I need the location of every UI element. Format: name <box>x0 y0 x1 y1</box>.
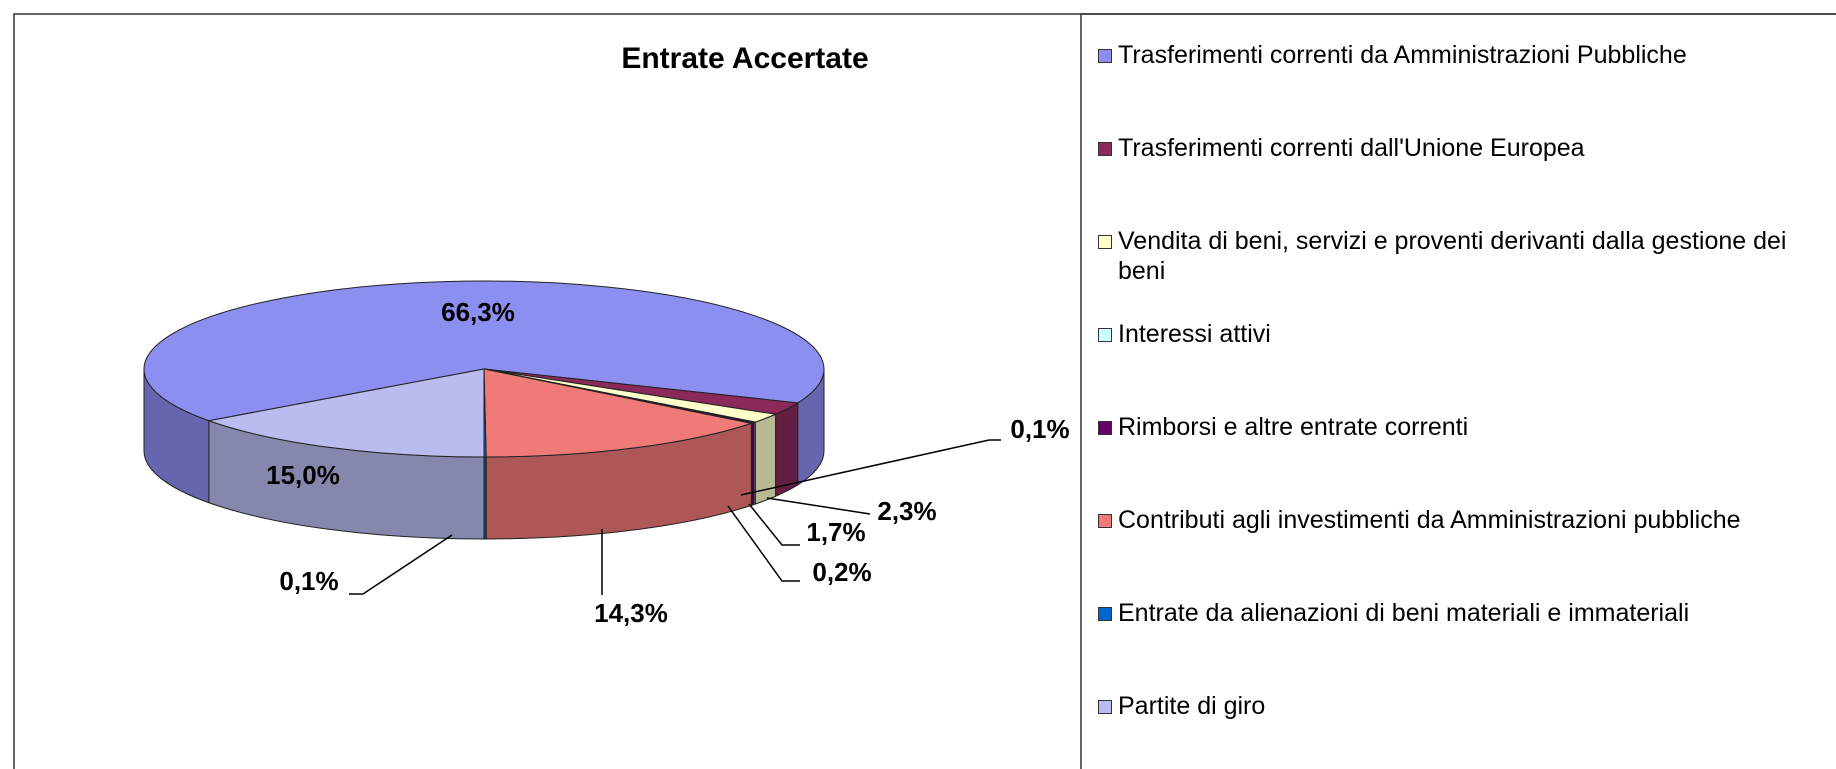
legend-entry: Contributi agli investimenti da Amminist… <box>1098 505 1830 535</box>
chart-frame <box>13 13 1836 769</box>
legend-entry: Entrate da alienazioni di beni materiali… <box>1098 598 1830 628</box>
legend-entry: Trasferimenti correnti da Amministrazion… <box>1098 40 1830 70</box>
chart-title: Entrate Accertate <box>621 42 868 75</box>
data-label: 66,3% <box>441 297 515 327</box>
data-label: 2,3% <box>877 496 936 526</box>
leader-line <box>748 503 800 546</box>
legend-swatch <box>1098 700 1112 714</box>
data-label: 14,3% <box>594 598 668 628</box>
data-label: 15,0% <box>266 460 340 490</box>
leader-line <box>727 505 800 582</box>
data-label: 1,7% <box>806 517 865 547</box>
legend-label: Interessi attivi <box>1118 320 1271 348</box>
legend-label: Contributi agli investimenti da Amminist… <box>1118 506 1741 534</box>
pie-sides <box>143 368 825 540</box>
data-label: 0,1% <box>1010 414 1069 444</box>
legend-label: Vendita di beni, servizi e proventi deri… <box>1118 227 1787 285</box>
legend-label: Entrate da alienazioni di beni materiali… <box>1118 599 1690 627</box>
legend: Trasferimenti correnti da Amministrazion… <box>1082 15 1834 769</box>
legend-label: Trasferimenti correnti da Amministrazion… <box>1118 41 1687 69</box>
legend-entry: Partite di giro <box>1098 691 1830 721</box>
legend-swatch <box>1098 607 1112 621</box>
leader-line <box>766 497 871 515</box>
pie-slice <box>483 368 754 458</box>
legend-label: Partite di giro <box>1118 692 1266 720</box>
leader-line <box>740 439 1001 496</box>
legend-swatch <box>1098 328 1112 342</box>
legend-swatch <box>1098 49 1112 63</box>
pie-slice <box>207 368 485 458</box>
legend-label: Rimborsi e altre entrate correnti <box>1118 413 1469 441</box>
legend-frame <box>1080 13 1836 769</box>
legend-label: Trasferimenti correnti dall'Unione Europ… <box>1118 134 1585 162</box>
legend-swatch <box>1098 421 1112 435</box>
leader-line <box>349 534 453 595</box>
legend-swatch <box>1098 235 1112 249</box>
legend-swatch <box>1098 142 1112 156</box>
legend-swatch <box>1098 514 1112 528</box>
slice-side <box>775 402 799 498</box>
data-label: 0,2% <box>812 557 871 587</box>
legend-entry: Trasferimenti correnti dall'Unione Europ… <box>1098 133 1830 163</box>
legend-entry: Interessi attivi <box>1098 319 1830 349</box>
legend-entry: Vendita di beni, servizi e proventi deri… <box>1098 226 1830 286</box>
pie-tops <box>143 280 825 458</box>
data-label: 0,1% <box>279 566 338 596</box>
pie-slice <box>143 280 825 422</box>
legend-entry: Rimborsi e altre entrate correnti <box>1098 412 1830 442</box>
